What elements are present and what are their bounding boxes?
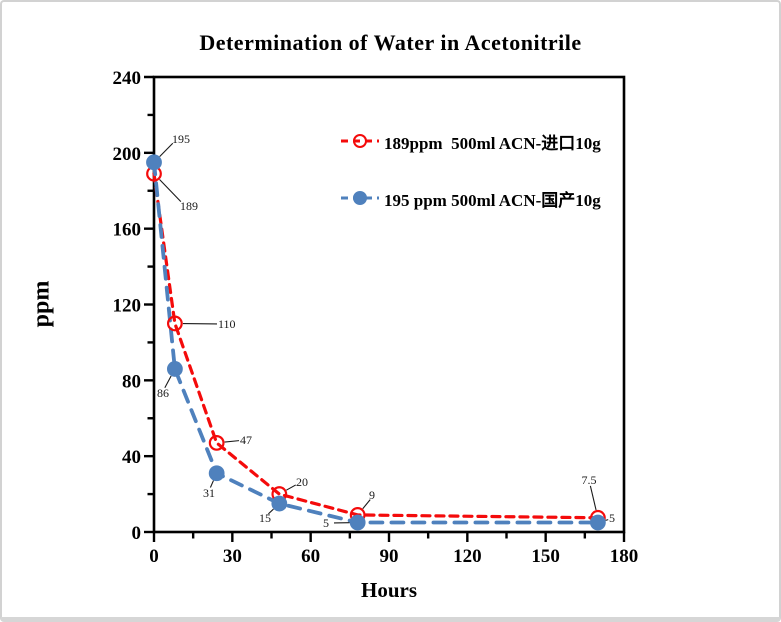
svg-text:5: 5: [609, 511, 615, 525]
svg-text:20: 20: [296, 475, 308, 489]
chart-title: Determination of Water in Acetonitrile: [199, 30, 582, 55]
svg-text:240: 240: [113, 68, 142, 89]
svg-text:40: 40: [122, 447, 141, 468]
svg-text:9: 9: [369, 488, 375, 502]
y-axis-title: ppm: [28, 280, 55, 328]
svg-text:120: 120: [113, 296, 142, 317]
svg-text:200: 200: [113, 144, 142, 165]
svg-text:0: 0: [149, 546, 159, 567]
svg-text:86: 86: [157, 386, 169, 400]
svg-text:80: 80: [122, 371, 141, 392]
legend-label-imported: 189ppm 500ml ACN-进口10g: [384, 133, 601, 153]
legend-item-imported: 189ppm 500ml ACN-进口10g: [340, 130, 601, 153]
svg-text:195: 195: [172, 132, 190, 146]
svg-text:60: 60: [301, 546, 320, 567]
legend-label-domestic: 195 ppm 500ml ACN-国产10g: [384, 190, 601, 210]
svg-text:30: 30: [223, 546, 242, 567]
x-axis-title: Hours: [360, 578, 417, 602]
svg-text:150: 150: [531, 546, 560, 567]
svg-text:15: 15: [259, 511, 271, 525]
legend-item-domestic: 195 ppm 500ml ACN-国产10g: [340, 187, 601, 210]
legend-marker-0: [341, 134, 379, 148]
legend: 189ppm 500ml ACN-进口10g 195 ppm 500ml ACN…: [340, 130, 601, 210]
svg-text:90: 90: [380, 546, 399, 567]
legend-marker-1: [341, 191, 379, 205]
svg-text:110: 110: [218, 317, 236, 331]
svg-text:120: 120: [453, 546, 482, 567]
svg-text:7.5: 7.5: [582, 473, 597, 487]
svg-text:160: 160: [113, 220, 142, 241]
svg-text:180: 180: [610, 546, 639, 567]
svg-text:47: 47: [240, 433, 252, 447]
svg-text:0: 0: [132, 523, 142, 544]
svg-text:31: 31: [203, 486, 215, 500]
svg-text:5: 5: [323, 516, 329, 530]
svg-text:189: 189: [180, 199, 198, 213]
